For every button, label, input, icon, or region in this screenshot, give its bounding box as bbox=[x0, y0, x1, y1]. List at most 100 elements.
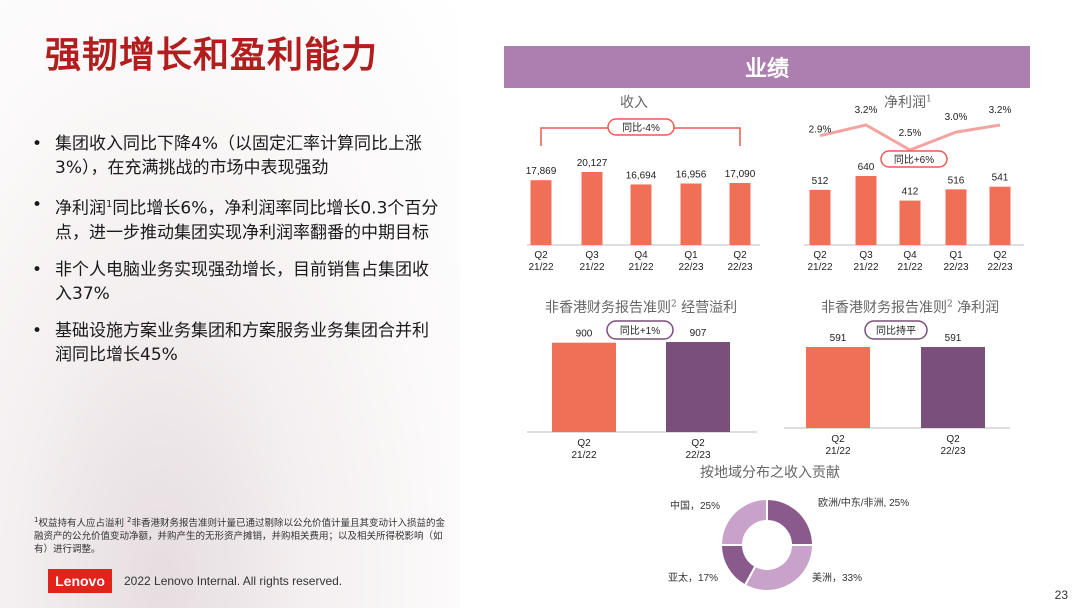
net-income-tick-label: 21/22 bbox=[897, 262, 922, 273]
op-profit-data-label: 907 bbox=[690, 328, 707, 339]
bullet-item: • 非个人电脑业务实现强劲增长，目前销售占集团收入37% bbox=[30, 258, 440, 306]
lenovo-logo: Lenovo bbox=[48, 569, 112, 593]
net-income-tick-label: 21/22 bbox=[807, 262, 832, 273]
net-income-data-label: 516 bbox=[948, 175, 965, 186]
net-income-title-text: 净利润 bbox=[884, 95, 926, 111]
op-profit-tick-label: Q2 bbox=[691, 438, 705, 449]
revenue-tick-label: 22/23 bbox=[727, 262, 752, 273]
non-hkfrs-net-bar bbox=[921, 347, 985, 428]
net-income-tick-label: 22/23 bbox=[943, 262, 968, 273]
net-income-tick-label: 22/23 bbox=[987, 262, 1012, 273]
revenue-data-label: 17,869 bbox=[526, 166, 557, 177]
net-income-bar bbox=[945, 189, 967, 245]
bullet-item: • 净利润1同比增长6%，净利润率同比增长0.3个百分点，进一步推动集团实现净利润… bbox=[30, 193, 440, 245]
revenue-data-label: 16,956 bbox=[676, 170, 707, 181]
revenue-annotation-label: 同比-4% bbox=[622, 122, 660, 134]
non-hkfrs-net-title-text: 非香港财务报告准则 bbox=[821, 300, 947, 316]
bullet-text: 非个人电脑业务实现强劲增长，目前销售占集团收入37% bbox=[55, 259, 429, 304]
revenue-bar bbox=[581, 172, 603, 245]
bullet-text: 集团收入同比下降4%（以固定汇率计算同比上涨3%），在充满挑战的市场中表现强劲 bbox=[55, 134, 422, 178]
bullet-item: • 基础设施方案业务集团和方案服务业务集团合并利润同比增长45% bbox=[30, 319, 440, 367]
bullet-dot: • bbox=[32, 134, 43, 154]
page-number: 23 bbox=[1054, 588, 1068, 602]
net-margin-label: 2.5% bbox=[899, 128, 922, 139]
net-income-bar bbox=[989, 186, 1011, 245]
non-hkfrs-net-title-suffix: 净利润 bbox=[952, 300, 1000, 316]
bullet-dot: • bbox=[32, 195, 43, 215]
net-income-bar bbox=[809, 189, 831, 245]
non-hkfrs-op-title: 非香港财务报告准则2 经营溢利 bbox=[545, 297, 737, 317]
net-income-data-label: 512 bbox=[812, 176, 829, 187]
revenue-bar bbox=[530, 180, 552, 245]
revenue-bar bbox=[680, 183, 702, 245]
footnote-marker: 1 bbox=[106, 199, 113, 210]
non-hkfrs-net-data-label: 591 bbox=[945, 333, 962, 344]
net-income-title: 净利润1 bbox=[884, 92, 932, 112]
op-profit-tick-label: Q2 bbox=[577, 438, 591, 449]
bullet-text: 净利润 bbox=[55, 198, 106, 219]
revenue-tick-label: 21/22 bbox=[528, 262, 553, 273]
net-margin-label: 3.2% bbox=[989, 105, 1012, 116]
non-hkfrs-net-tick-label: Q2 bbox=[946, 434, 960, 445]
non-hkfrs-net-title: 非香港财务报告准则2 净利润 bbox=[821, 297, 999, 317]
net-income-bar bbox=[855, 176, 877, 245]
op-profit-data-label: 900 bbox=[576, 329, 593, 340]
non-hkfrs-op-title-text: 非香港财务报告准则 bbox=[545, 300, 671, 316]
donut-label: 美洲，33% bbox=[812, 571, 862, 584]
net-margin-label: 2.9% bbox=[809, 125, 832, 136]
footnote-marker: 2 bbox=[671, 299, 677, 310]
net-income-tick-label: Q2 bbox=[813, 250, 827, 261]
donut-slice bbox=[719, 497, 768, 546]
geo-title: 按地域分布之收入贡献 bbox=[700, 465, 840, 481]
footnote-marker: 2 bbox=[127, 516, 132, 524]
revenue-tick-label: Q2 bbox=[733, 250, 747, 261]
revenue-tick-label: Q4 bbox=[634, 250, 648, 261]
donut-slice bbox=[766, 497, 815, 546]
op-profit-bar bbox=[666, 342, 730, 432]
net-income-data-label: 412 bbox=[902, 187, 919, 198]
op-profit-tick-label: 22/23 bbox=[685, 450, 710, 461]
revenue-annotation-pill bbox=[607, 118, 675, 136]
net-margin-label: 3.0% bbox=[945, 112, 968, 123]
left-panel-background bbox=[0, 0, 460, 608]
non-hkfrs-net-annotation-label: 同比持平 bbox=[876, 324, 916, 337]
revenue-data-label: 17,090 bbox=[725, 169, 756, 180]
page-title: 强韧增长和盈利能力 bbox=[45, 35, 379, 76]
revenue-bar bbox=[729, 183, 751, 245]
footnote-text: 非香港财务报告准则计量已通过剔除以公允价值计量且其变动计入损益的金融资产的公允价… bbox=[34, 518, 445, 556]
net-income-tick-label: 21/22 bbox=[853, 262, 878, 273]
op-profit-bar bbox=[552, 342, 616, 432]
net-income-data-label: 541 bbox=[992, 173, 1009, 184]
op-profit-tick-label: 21/22 bbox=[571, 450, 596, 461]
revenue-tick-label: 21/22 bbox=[579, 262, 604, 273]
footnote-marker: 2 bbox=[947, 299, 953, 310]
revenue-data-label: 16,694 bbox=[626, 170, 657, 181]
bullet-dot: • bbox=[32, 320, 43, 341]
net-income-tick-label: Q2 bbox=[993, 250, 1007, 261]
donut-label: 亚太，17% bbox=[668, 571, 718, 584]
revenue-title-text: 收入 bbox=[620, 95, 648, 111]
revenue-tick-label: Q3 bbox=[585, 250, 599, 261]
revenue-tick-label: 21/22 bbox=[628, 262, 653, 273]
footnote-marker: 1 bbox=[926, 94, 932, 105]
copyright-text: 2022 Lenovo Internal. All rights reserve… bbox=[124, 574, 343, 588]
section-header: 业绩 bbox=[504, 46, 1030, 88]
op-profit-annotation-pill bbox=[606, 320, 674, 340]
net-income-annotation-label: 同比+6% bbox=[894, 154, 934, 166]
non-hkfrs-net-data-label: 591 bbox=[830, 333, 847, 344]
net-income-tick-label: Q4 bbox=[903, 250, 917, 261]
revenue-bar bbox=[630, 184, 652, 245]
net-income-tick-label: Q3 bbox=[859, 250, 873, 261]
net-margin-label: 3.2% bbox=[855, 105, 878, 116]
donut-label: 欧洲/中东/非洲, 25% bbox=[818, 496, 909, 509]
footnote: 1权益持有人应占溢利 2非香港财务报告准则计量已通过剔除以公允价值计量且其变动计… bbox=[34, 514, 454, 556]
revenue-tick-label: Q1 bbox=[684, 250, 698, 261]
revenue-tick-label: Q2 bbox=[534, 250, 548, 261]
net-income-annotation-pill bbox=[880, 150, 948, 168]
net-income-tick-label: Q1 bbox=[949, 250, 963, 261]
non-hkfrs-net-tick-label: 21/22 bbox=[825, 446, 850, 457]
bullet-dot: • bbox=[32, 259, 43, 280]
net-income-bar bbox=[899, 200, 921, 245]
donut-label: 中国，25% bbox=[670, 499, 720, 512]
